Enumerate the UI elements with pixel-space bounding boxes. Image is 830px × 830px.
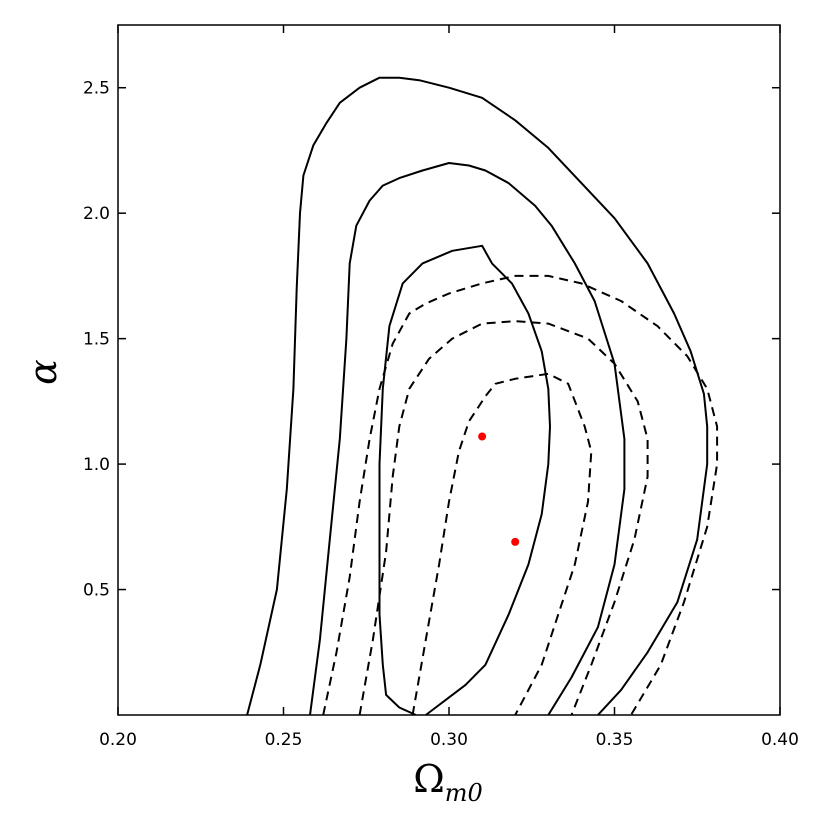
x-tick-label: 0.40	[761, 730, 799, 750]
x-tick-label: 0.25	[265, 730, 303, 750]
y-tick-label: 1.5	[83, 330, 110, 350]
best-fit-point-1	[478, 432, 487, 441]
y-tick-label: 2.0	[83, 204, 110, 224]
solid-contour-3	[246, 76, 709, 715]
y-tick-label: 0.5	[83, 581, 110, 601]
x-tick-label: 0.35	[596, 730, 634, 750]
contour-layer	[246, 76, 719, 715]
y-axis-label: α	[21, 359, 65, 385]
dashed-contour-1	[411, 372, 593, 715]
solid-contour-1	[378, 244, 551, 715]
y-tick-label: 2.5	[83, 79, 110, 99]
x-axis-label: Ωm0	[413, 757, 483, 807]
x-tick-label: 0.20	[99, 730, 137, 750]
y-tick-label: 1.0	[83, 455, 110, 475]
best-fit-point-2	[511, 537, 520, 546]
dashed-contour-3	[322, 274, 719, 715]
x-axis-label-main: Ω	[413, 757, 445, 801]
axis-ticks: 0.20 0.25 0.30 0.35 0.40 0.5 1.0 1.5 2.0 2.5	[83, 25, 799, 750]
solid-contour-2	[309, 162, 626, 715]
best-fit-points	[478, 432, 520, 546]
x-tick-label: 0.30	[430, 730, 468, 750]
x-axis-label-sub: m0	[445, 779, 483, 807]
dashed-contour-2	[358, 320, 649, 715]
plot-frame	[117, 24, 781, 716]
